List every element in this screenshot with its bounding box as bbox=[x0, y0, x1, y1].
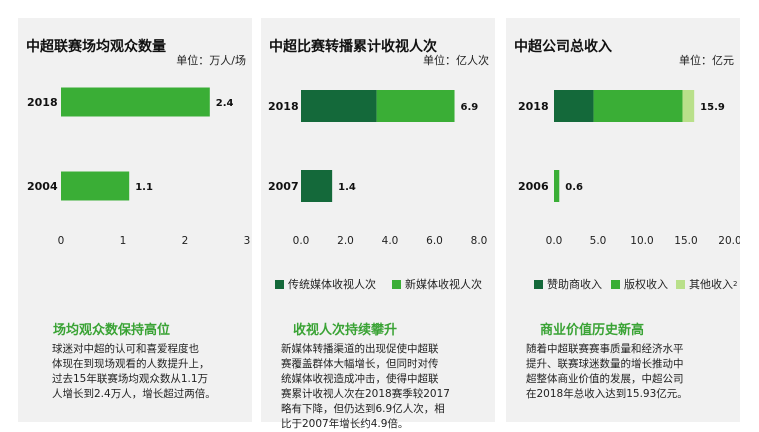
category-label: 2018 bbox=[27, 96, 58, 109]
chart-unit: 单位：亿元 bbox=[679, 54, 734, 67]
tick-label: 0.0 bbox=[546, 235, 563, 247]
legend-item: 赞助商收入 bbox=[534, 276, 602, 292]
legend-label: 赞助商收入 bbox=[547, 278, 602, 291]
data-label: 0.6 bbox=[565, 182, 583, 193]
tick-label: 15.0 bbox=[674, 235, 697, 247]
bar bbox=[376, 90, 455, 122]
legend-item: 新媒体收视人次 bbox=[392, 276, 482, 292]
tick-label: 0.0 bbox=[293, 235, 310, 247]
category-label: 2004 bbox=[27, 180, 58, 193]
category-label: 2007 bbox=[268, 180, 299, 193]
tick-label: 0 bbox=[58, 235, 65, 247]
chart-unit: 单位：万人/场 bbox=[176, 54, 246, 67]
legend-item: 其他收入 2 bbox=[676, 276, 737, 292]
legend-label: 其他收入 bbox=[689, 278, 733, 291]
tick-label: 10.0 bbox=[630, 235, 653, 247]
data-label: 2.4 bbox=[216, 98, 234, 109]
chart-title: 中超联赛场均观众数量 bbox=[26, 39, 166, 55]
data-label: 1.4 bbox=[338, 182, 356, 193]
tick-label: 5.0 bbox=[590, 235, 607, 247]
bar bbox=[61, 87, 210, 117]
data-label: 1.1 bbox=[135, 182, 153, 193]
section-heading: 收视人次持续攀升 bbox=[293, 323, 398, 338]
data-label: 15.9 bbox=[700, 102, 725, 113]
section-heading: 场均观众数保持高位 bbox=[53, 323, 171, 338]
chart-unit: 单位：亿人次 bbox=[423, 54, 489, 67]
bar bbox=[61, 171, 130, 201]
attendance-panel: 中超联赛场均观众数量 单位：万人/场 2018 2.4 2004 1.1 0 1 2 3 场均… bbox=[18, 18, 252, 422]
section-heading: 商业价值历史新高 bbox=[540, 323, 645, 338]
category-label: 2006 bbox=[518, 180, 549, 193]
bar bbox=[682, 90, 695, 122]
legend-item: 传统媒体收视人次 bbox=[275, 276, 376, 292]
tick-label: 6.0 bbox=[426, 235, 443, 247]
tick-label: 1 bbox=[120, 235, 127, 247]
legend-label: 传统媒体收视人次 bbox=[288, 278, 376, 291]
bar bbox=[301, 170, 333, 202]
legend-footnote-mark: 2 bbox=[733, 280, 738, 288]
section-description: 随着中超联赛赛事质量和经济水平 提升、联赛球迷数量的增长推动中 超整体商业价值的… bbox=[526, 343, 688, 400]
revenue-chart: 2018 15.9 2006 0.6 0.0 5.0 10.0 15.0 20.0 bbox=[518, 90, 740, 247]
category-label: 2018 bbox=[268, 100, 299, 113]
section-description: 球迷对中超的认可和喜爱程度也 体现在到现场观看的人数提升上， 过去15年联赛场均… bbox=[52, 343, 216, 400]
tick-label: 2 bbox=[182, 235, 189, 247]
bar bbox=[593, 90, 683, 122]
legend-swatch bbox=[611, 279, 620, 289]
legend-label: 新媒体收视人次 bbox=[405, 278, 482, 291]
viewership-chart: 2018 6.9 2007 1.4 0.0 2.0 4.0 6.0 8.0 bbox=[268, 90, 488, 247]
legend-label: 版权收入 bbox=[624, 278, 668, 291]
legend-swatch bbox=[676, 279, 685, 289]
chart-title: 中超公司总收入 bbox=[514, 39, 612, 55]
legend-item: 版权收入 bbox=[611, 276, 668, 292]
chart-title: 中超比赛转播累计收视人次 bbox=[269, 39, 437, 55]
revenue-panel: 中超公司总收入 单位：亿元 2018 15.9 2006 0.6 0.0 5.0 10.0 1… bbox=[506, 18, 740, 422]
tick-label: 4.0 bbox=[382, 235, 399, 247]
tick-label: 8.0 bbox=[471, 235, 488, 247]
bar bbox=[554, 170, 560, 202]
bar bbox=[301, 90, 377, 122]
tick-label: 3 bbox=[244, 235, 251, 247]
viewership-panel: 中超比赛转播累计收视人次 单位：亿人次 2018 6.9 2007 1.4 0.0 2.0… bbox=[261, 18, 495, 430]
attendance-chart: 2018 2.4 2004 1.1 0 1 2 3 bbox=[27, 87, 251, 247]
legend-swatch bbox=[392, 279, 401, 289]
legend-swatch bbox=[534, 279, 543, 289]
data-label: 6.9 bbox=[461, 102, 479, 113]
tick-label: 2.0 bbox=[337, 235, 354, 247]
tick-label: 20.0 bbox=[718, 235, 740, 247]
category-label: 2018 bbox=[518, 100, 549, 113]
bar bbox=[554, 90, 594, 122]
legend-swatch bbox=[275, 279, 284, 289]
section-description: 新媒体转播渠道的出现促使中超联 赛覆盖群体大幅增长，但同时对传 统媒体收视造成冲… bbox=[281, 343, 450, 430]
